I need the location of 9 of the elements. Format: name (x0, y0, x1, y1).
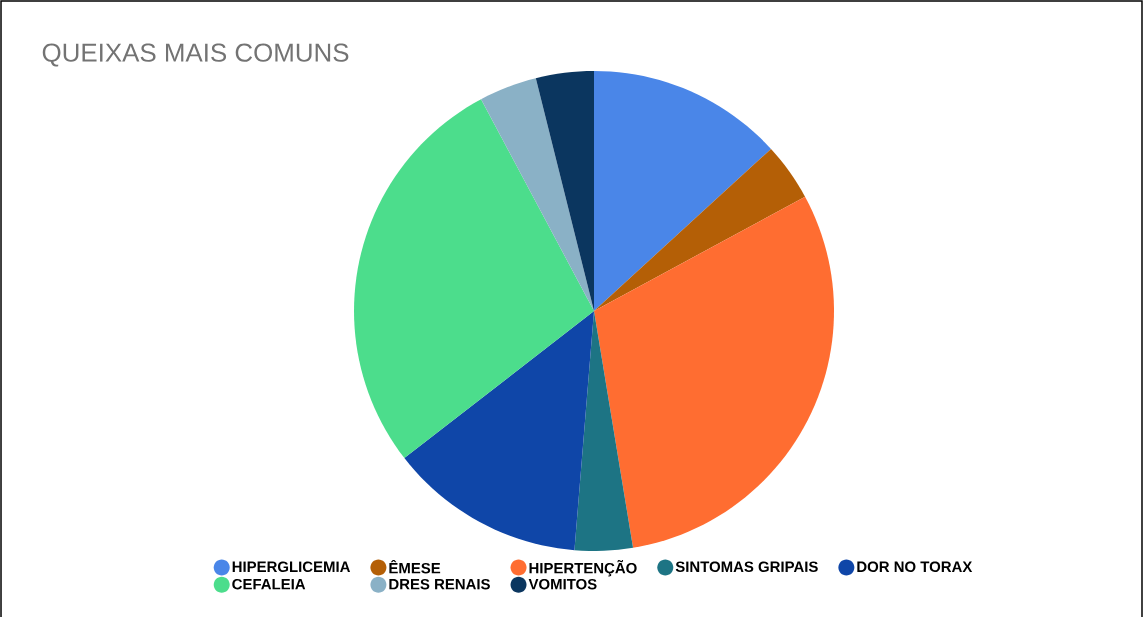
legend-label: VOMITOS (528, 579, 597, 590)
legend-label: ÊMESE (389, 560, 441, 574)
legend-label: DOR NO TORAX (857, 561, 973, 573)
chart-title: QUEIXAS MAIS COMUNS (42, 43, 349, 67)
legend-label: DRES RENAIS (389, 579, 490, 590)
legend-label: SINTOMAS GRIPAIS (675, 561, 818, 573)
legend-label: HIPERGLICEMIA (232, 561, 351, 573)
legend-label: CEFALEIA (232, 579, 306, 590)
legend-label: HIPERTENÇÃO (529, 560, 637, 577)
